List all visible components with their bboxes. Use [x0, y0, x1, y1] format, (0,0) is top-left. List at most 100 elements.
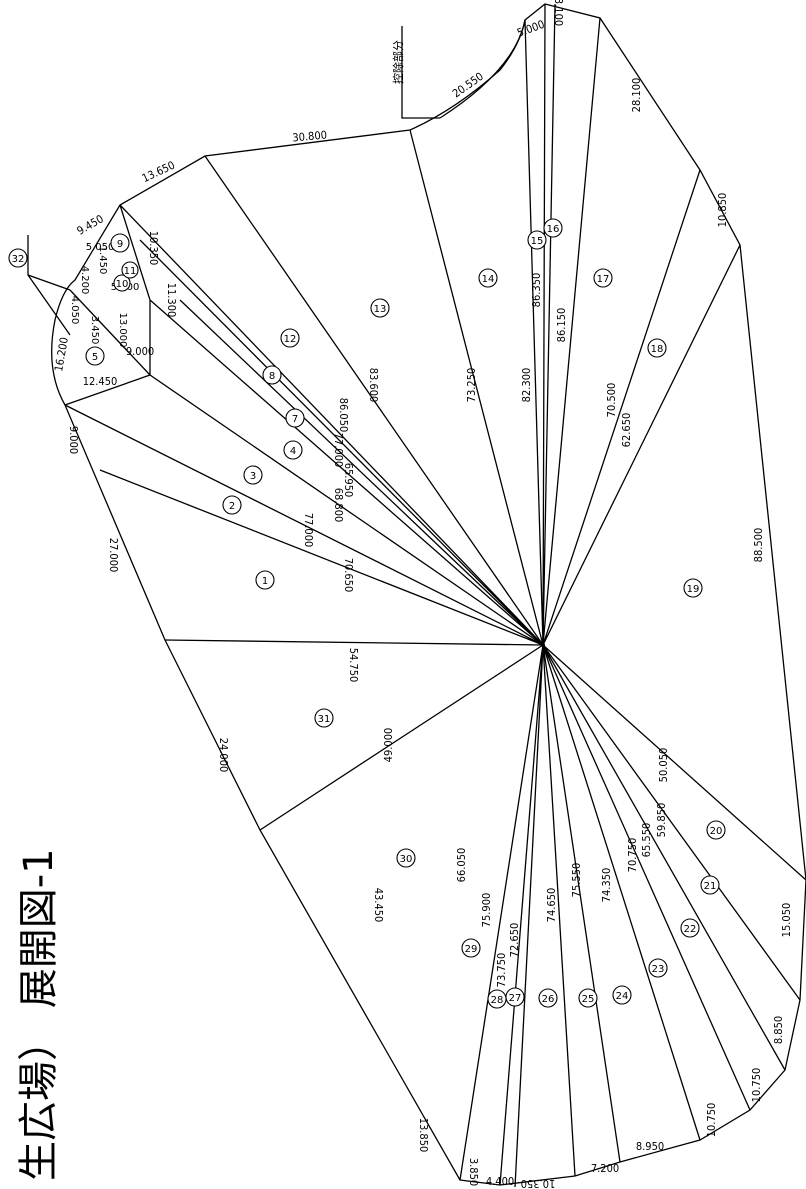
area-23: 23: [652, 964, 665, 975]
dim-radial-11: 86.150: [555, 308, 568, 343]
area-4: 4: [290, 446, 296, 457]
dim-radial-17: 66.050: [455, 848, 468, 883]
area-5: 5: [92, 352, 98, 363]
hub-point: [541, 643, 545, 647]
area-3: 3: [250, 471, 256, 482]
dim-radial-14: 88.500: [752, 528, 765, 563]
dim-edge-19: 16.200: [52, 336, 71, 372]
dim-radial-7: 83.600: [367, 368, 380, 403]
dim-radial-5: 77.000: [332, 433, 345, 468]
dim-edge-7: 10.750: [705, 1103, 718, 1138]
dim-edge-25: 9.450: [75, 212, 106, 237]
dim-radial-13: 62.650: [620, 413, 633, 448]
dim-edge-6: 10.750: [750, 1068, 763, 1103]
dim-radial-20: 72.650: [508, 923, 521, 958]
dim-radial-27: 50.050: [657, 748, 670, 783]
deduction-leader: [401, 26, 440, 119]
area-1: 1: [262, 576, 268, 587]
dim-radial-10: 86.350: [530, 273, 543, 308]
dim-edge-9: 7.200: [591, 1162, 619, 1175]
dim-edge-1: 3.100: [552, 0, 565, 26]
dim-edge-13: 13.850: [417, 1118, 430, 1153]
dim-radial-15: 54.750: [347, 648, 360, 683]
deduction-label: 控除部分: [391, 40, 405, 84]
dim-radial-4: 65.950: [342, 463, 355, 498]
area-12: 12: [284, 334, 297, 345]
dim-edge-2: 28.100: [630, 78, 643, 113]
dim-radial-22: 75.550: [570, 863, 583, 898]
dim-radial-12: 70.500: [605, 383, 618, 418]
area-markers: 1 2 3 4 7 8 12 13 14 15 16 17 18 19 20 2…: [8, 218, 726, 1009]
dim-edge-12: 3.850: [467, 1158, 480, 1186]
outline: [27, 3, 806, 1186]
dim-radial-21: 74.650: [545, 888, 558, 923]
dim-edge-31: 13.000: [117, 313, 128, 348]
area-7: 7: [292, 414, 298, 425]
dim-edge-26: 11.300: [165, 283, 178, 318]
area-18: 18: [651, 344, 664, 355]
dim-edge-20: 9.000: [126, 345, 154, 358]
area-21: 21: [704, 881, 717, 892]
area-2: 2: [229, 501, 235, 512]
area-13: 13: [374, 304, 387, 315]
area-27: 27: [509, 993, 522, 1004]
area-32: 32: [12, 254, 25, 265]
area-26: 26: [542, 994, 555, 1005]
dim-edge-32: 1.450: [97, 246, 108, 275]
svg-text:控除部分: 控除部分: [391, 40, 405, 84]
dim-edge-30: 3.450: [89, 316, 100, 345]
area-9: 9: [117, 239, 123, 250]
dim-radial-8: 73.250: [465, 368, 478, 403]
dim-edge-18: 12.450: [83, 375, 118, 388]
area-22: 22: [684, 924, 697, 935]
dim-edge-17: 9.000: [67, 426, 80, 454]
dim-edge-5: 8.850: [772, 1016, 785, 1044]
dim-edge-22: 30.800: [292, 129, 328, 145]
dim-radial-16: 49.000: [382, 728, 395, 763]
area-19: 19: [687, 584, 700, 595]
dim-radial-18: 75.900: [480, 893, 493, 928]
radial-dimension-labels: 70.650 77.000 68.800 65.950 77.000 86.05…: [302, 273, 765, 988]
area-17: 17: [597, 274, 610, 285]
dim-edge-8: 8.950: [636, 1140, 664, 1153]
dim-edge-4: 15.050: [780, 903, 793, 938]
area-24: 24: [616, 991, 629, 1002]
dim-radial-6: 86.050: [337, 398, 350, 433]
area-30: 30: [400, 854, 413, 865]
area-28: 28: [491, 995, 504, 1006]
dim-edge-16: 27.000: [107, 538, 120, 573]
dim-edge-3: 10.850: [716, 193, 729, 228]
area-8: 8: [269, 371, 275, 382]
dim-edge-24: 5.000: [515, 18, 546, 40]
area-25: 25: [582, 994, 595, 1005]
area-10: 10: [116, 279, 129, 290]
dim-edge-27: 10.350: [147, 231, 160, 266]
area-16: 16: [547, 224, 560, 235]
dim-edge-14: 43.450: [372, 888, 385, 923]
dim-radial-2: 77.000: [302, 513, 315, 548]
dim-radial-9: 82.300: [520, 368, 533, 403]
dim-radial-25: 65.550: [640, 823, 653, 858]
dim-edge-10: 10.350: [521, 1177, 556, 1189]
dim-radial-24: 70.750: [626, 838, 639, 873]
dim-radial-3: 68.800: [332, 488, 345, 523]
dim-edge-29: 4.050: [69, 296, 80, 325]
area-29: 29: [465, 944, 478, 955]
drawing-title: 生広場） 展開図-1: [16, 848, 62, 1181]
area-20: 20: [710, 826, 723, 837]
area-31: 31: [318, 714, 331, 725]
dim-radial-26: 59.850: [655, 803, 668, 838]
dim-radial-19: 73.750: [495, 953, 508, 988]
dim-edge-11: 4.400: [486, 1175, 514, 1188]
dim-edge-34: 5.050: [86, 242, 115, 253]
dim-radial-1: 70.650: [342, 558, 355, 593]
area-11: 11: [124, 266, 137, 277]
radial-lines: [64, 3, 806, 1188]
dim-edge-33: 4.200: [79, 266, 90, 295]
dim-edge-15: 24.000: [217, 738, 230, 773]
dim-radial-23: 74.350: [600, 868, 613, 903]
area-15: 15: [531, 236, 544, 247]
dim-edge-21: 13.650: [140, 159, 177, 185]
area-14: 14: [482, 274, 495, 285]
